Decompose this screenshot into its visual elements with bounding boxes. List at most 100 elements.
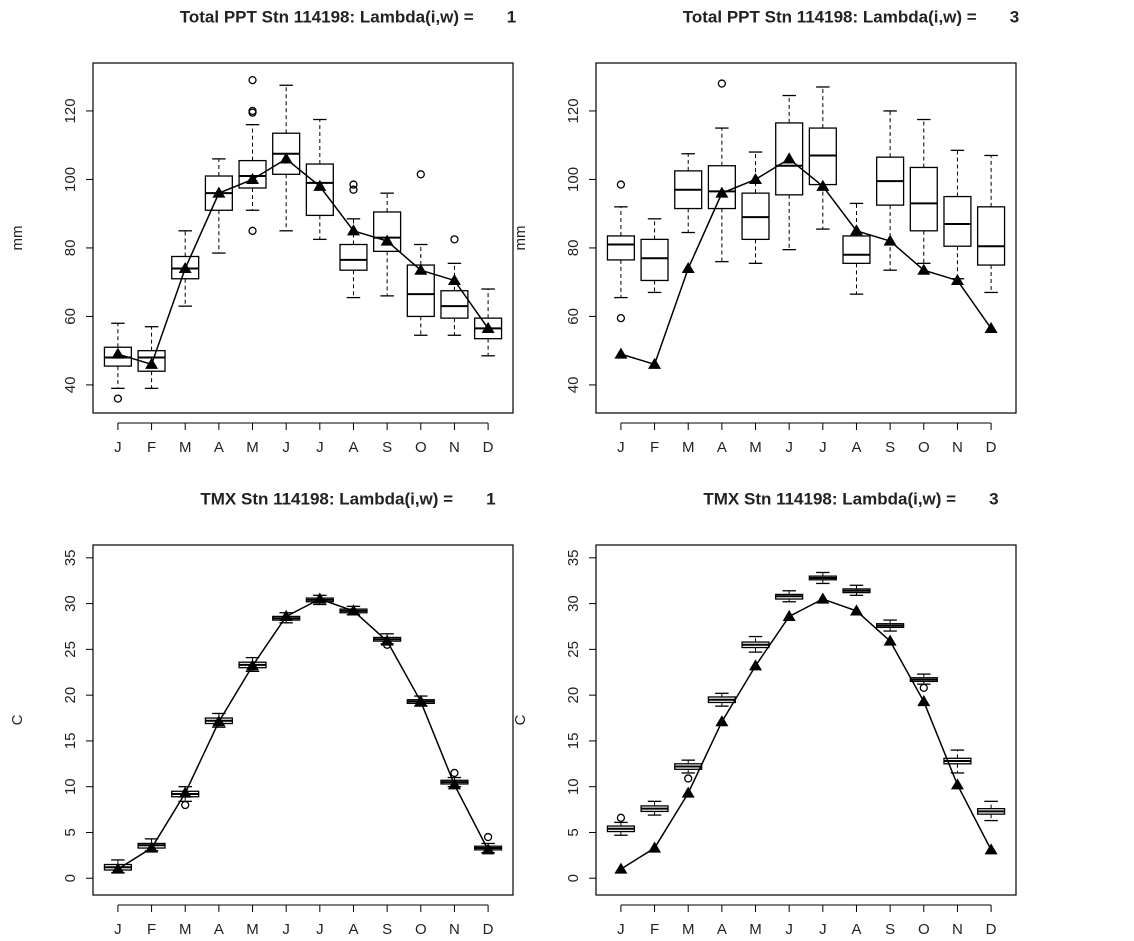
x-tick-label: D: [483, 921, 494, 938]
x-tick-label: J: [785, 439, 793, 456]
y-tick-label: 120: [565, 98, 582, 123]
x-tick-label: M: [749, 439, 762, 456]
x-tick-label: M: [682, 921, 695, 938]
x-tick-label: J: [114, 439, 122, 456]
outlier: [684, 774, 693, 783]
box: [842, 235, 871, 264]
y-tick-label: 35: [565, 549, 582, 566]
y-tick-label: 100: [565, 167, 582, 192]
y-axis-label: C: [512, 714, 529, 725]
observed-point: [984, 321, 998, 333]
y-tick-label: 35: [62, 549, 79, 566]
observed-point: [246, 172, 260, 184]
x-tick-label: D: [483, 439, 494, 456]
x-tick-label: J: [819, 439, 827, 456]
y-tick-label: 100: [62, 167, 79, 192]
observed-point: [849, 224, 863, 236]
y-tick-label: 5: [565, 828, 582, 836]
observed-line: [620, 157, 992, 366]
y-tick-label: 80: [62, 240, 79, 257]
y-tick-label: 20: [565, 687, 582, 704]
box: [943, 195, 972, 247]
x-tick-label: N: [449, 439, 460, 456]
panel-title: Total PPT Stn 114198: Lambda(i,w) = 1: [180, 7, 516, 26]
outlier: [349, 185, 358, 194]
observed-point: [178, 261, 192, 274]
y-tick-label: 30: [62, 595, 79, 612]
observed-point: [782, 609, 796, 621]
panel: Total PPT Stn 114198: Lambda(i,w) = 3 mm 4…: [512, 7, 1019, 455]
x-tick-label: J: [819, 921, 827, 938]
observed-point: [715, 715, 729, 727]
outlier: [113, 394, 123, 403]
y-tick-label: 60: [62, 308, 79, 325]
x-tick-label: M: [749, 921, 762, 938]
x-tick-label: A: [214, 439, 224, 456]
observed-point: [681, 261, 695, 274]
outlier: [616, 313, 626, 323]
y-axis-label: C: [9, 714, 26, 725]
outlier: [416, 170, 425, 179]
observed-point: [816, 179, 830, 191]
outlier: [919, 683, 928, 692]
observed-point: [414, 695, 428, 707]
observed-point: [950, 778, 964, 790]
observed-point: [212, 715, 226, 727]
x-tick-label: D: [986, 921, 997, 938]
observed-line: [620, 598, 992, 870]
y-tick-label: 25: [565, 641, 582, 658]
observed-point: [749, 659, 763, 671]
y-tick-label: 25: [62, 641, 79, 658]
panel: Total PPT Stn 114198: Lambda(i,w) = 1 mm 4…: [9, 7, 516, 455]
panel-title: TMX Stn 114198: Lambda(i,w) = 1: [200, 489, 495, 508]
x-tick-label: M: [246, 921, 259, 938]
y-tick-label: 15: [62, 733, 79, 750]
y-tick-label: 40: [565, 377, 582, 394]
outlier: [349, 180, 358, 189]
observed-point: [111, 347, 125, 359]
observed-point: [145, 841, 159, 853]
box: [909, 166, 938, 232]
observed-point: [279, 609, 293, 621]
y-tick-label: 10: [62, 778, 79, 795]
outlier: [616, 813, 626, 822]
y-tick-label: 60: [565, 308, 582, 325]
observed-point: [346, 224, 360, 236]
y-tick-label: 40: [62, 377, 79, 394]
observed-point: [917, 695, 931, 707]
outlier: [248, 75, 257, 85]
outlier: [450, 768, 459, 778]
observed-point: [984, 843, 998, 855]
observed-point: [246, 659, 260, 671]
x-tick-label: S: [382, 921, 392, 938]
x-tick-label: A: [851, 921, 861, 938]
observed-point: [346, 604, 360, 616]
y-tick-label: 120: [62, 98, 79, 123]
observed-point: [614, 347, 628, 359]
x-tick-label: M: [682, 439, 695, 456]
x-tick-label: A: [851, 439, 861, 456]
outlier: [717, 79, 727, 88]
x-tick-label: F: [147, 921, 156, 938]
observed-point: [950, 273, 964, 286]
plot-frame: [595, 544, 1017, 896]
x-tick-label: J: [316, 921, 324, 938]
x-tick-label: S: [382, 439, 392, 456]
observed-point: [782, 152, 796, 164]
x-tick-label: J: [282, 439, 290, 456]
observed-point: [883, 634, 897, 646]
plot-frame: [92, 544, 514, 896]
panel-title: TMX Stn 114198: Lambda(i,w) = 3: [703, 489, 998, 508]
panel: TMX Stn 114198: Lambda(i,w) = 3 C 0 5 10 15 20…: [512, 489, 1017, 938]
x-tick-label: O: [918, 921, 930, 938]
y-tick-label: 10: [565, 778, 582, 795]
box: [440, 290, 469, 319]
x-tick-label: F: [650, 921, 659, 938]
y-axis-label: mm: [9, 226, 26, 251]
observed-point: [749, 172, 763, 184]
observed-point: [178, 786, 192, 798]
y-tick-label: 15: [565, 733, 582, 750]
observed-point: [447, 778, 461, 790]
box: [606, 235, 636, 261]
observed-point: [414, 263, 428, 275]
